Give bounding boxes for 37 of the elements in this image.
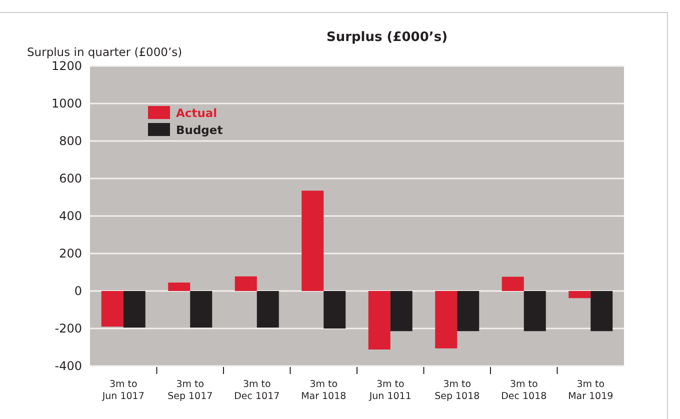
bar — [524, 291, 546, 332]
y-tick-label: 0 — [74, 284, 82, 298]
bar — [390, 291, 412, 332]
bar — [190, 291, 212, 328]
y-tick-label: 1000 — [51, 96, 82, 110]
bar — [168, 282, 190, 291]
y-tick-label: -400 — [54, 358, 82, 373]
y-tick-label: 1200 — [51, 58, 82, 73]
x-tick-label: 3m to Mar 1019 — [568, 379, 614, 402]
y-tick-label: 800 — [59, 134, 82, 148]
y-tick-label: -200 — [54, 321, 82, 336]
x-tick-label: 3m to Dec 1018 — [501, 379, 547, 402]
bar — [368, 291, 390, 350]
x-tick-label: 3m to Dec 1017 — [234, 379, 280, 402]
legend-label: Budget — [176, 123, 224, 137]
bar — [101, 291, 124, 327]
chart-title: Surplus (£000’s) — [326, 30, 448, 45]
x-tick-label: 3m to Mar 1018 — [301, 379, 346, 402]
y-tick-label: 600 — [59, 171, 82, 186]
bar — [256, 291, 279, 328]
bar — [435, 291, 458, 348]
x-tick-label: 3m to Sep 1017 — [168, 379, 213, 402]
x-tick-label: 3m to Sep 1018 — [434, 379, 480, 402]
bar — [590, 291, 613, 332]
legend-label: Actual — [176, 106, 218, 120]
y-axis-title: Surplus in quarter (£000’s) — [27, 45, 182, 59]
y-tick-label: 200 — [59, 246, 82, 260]
bar — [568, 291, 591, 298]
bar — [302, 190, 324, 291]
bar — [502, 276, 524, 291]
bar — [123, 291, 146, 328]
bar — [234, 276, 257, 291]
bar — [324, 291, 346, 328]
bar — [457, 291, 480, 332]
x-tick-label: 3m to Jun 1011 — [368, 379, 412, 402]
y-tick-label: 400 — [59, 208, 82, 223]
x-tick-label: 3m to Jun 1017 — [101, 379, 144, 402]
